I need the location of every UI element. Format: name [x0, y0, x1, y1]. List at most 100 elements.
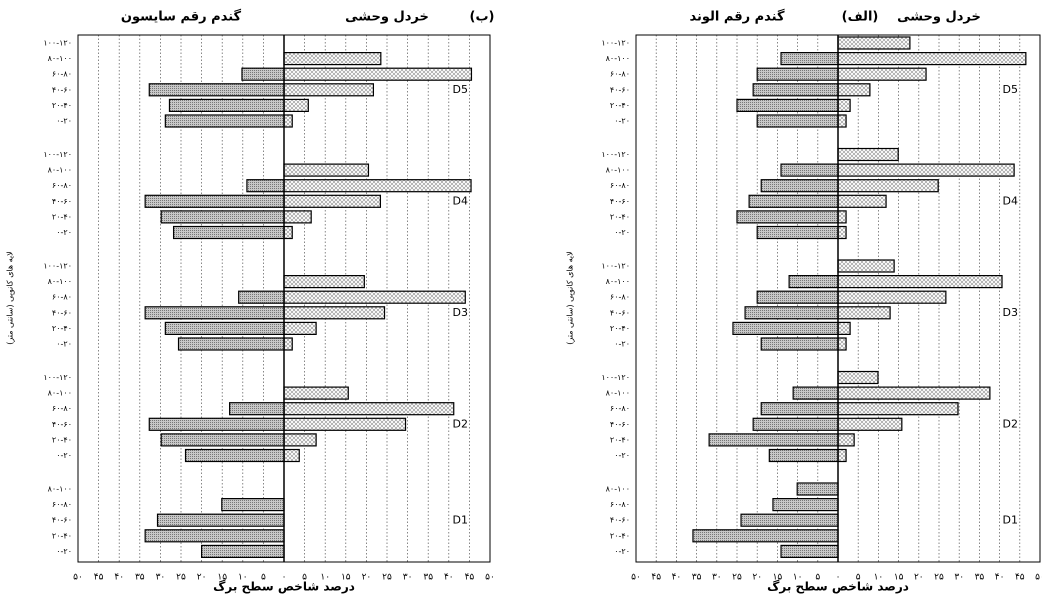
y-tick-label: ۲۰-۴۰: [52, 212, 72, 221]
bar: [283, 179, 472, 193]
bar: [772, 498, 839, 512]
y-tick-label: ۱۰۰-۱۲۰: [601, 39, 630, 48]
bar: [788, 275, 839, 289]
bar: [168, 98, 285, 113]
bar: [837, 402, 959, 416]
y-tick-label: ۰-۲۰: [614, 117, 630, 126]
bar: [283, 306, 386, 320]
legend-label: گندم رقم سایسون: [121, 9, 242, 25]
y-tick-label: ۸۰-۱۰۰: [606, 389, 630, 398]
y-tick-label: ۴۰-۶۰: [610, 308, 630, 317]
x-tick-label: ۱۰: [238, 573, 248, 583]
y-tick-label: ۱۰۰-۱۲۰: [43, 150, 72, 159]
bar: [144, 306, 285, 320]
bar: [837, 321, 851, 335]
group-label: D3: [453, 306, 468, 319]
y-tick-label: ۶۰-۸۰: [610, 404, 630, 413]
y-tick-label: ۴۰-۶۰: [52, 516, 72, 525]
y-tick-label: ۱۰۰-۱۲۰: [43, 262, 72, 271]
bar: [283, 51, 382, 66]
bar: [732, 321, 839, 335]
x-tick-label: ۵۰: [73, 573, 83, 583]
bar: [837, 194, 887, 208]
group-label: D3: [1003, 306, 1018, 319]
bar: [792, 386, 839, 400]
bar: [837, 98, 851, 113]
bar: [837, 114, 847, 128]
x-tick-label: ۳۵: [975, 573, 985, 583]
y-tick-label: ۸۰-۱۰۰: [48, 485, 72, 494]
x-tick-label: ۱۰: [793, 573, 803, 583]
bar: [837, 290, 947, 304]
y-tick-label: ۱۰۰-۱۲۰: [601, 373, 630, 382]
bar: [221, 498, 285, 512]
bar: [283, 290, 466, 304]
y-tick-label: ۱۰۰-۱۲۰: [601, 262, 630, 271]
x-tick-label: ۴۵: [1015, 573, 1025, 583]
x-tick-label: ۲۰: [752, 573, 762, 583]
y-tick-label: ۴۰-۶۰: [610, 420, 630, 429]
bar: [283, 67, 473, 81]
bar: [283, 83, 375, 97]
bar: [246, 179, 285, 193]
y-tick-label: ۰-۲۰: [614, 451, 630, 460]
bar: [238, 290, 285, 304]
y-tick-label: ۴۰-۶۰: [610, 85, 630, 94]
bar: [756, 290, 839, 304]
x-tick-label: ۲۵: [732, 573, 742, 583]
x-tick-label: ۲۰: [362, 573, 372, 583]
x-tick-label: ۳۰: [954, 573, 964, 583]
bar: [164, 114, 285, 128]
y-tick-label: ۱۰۰-۱۲۰: [43, 373, 72, 382]
y-tick-label: ۴۰-۶۰: [52, 420, 72, 429]
y-tick-label: ۰-۲۰: [56, 228, 72, 237]
bar: [756, 225, 839, 240]
x-tick-label: ۴۰: [995, 573, 1005, 583]
bar: [837, 163, 1015, 177]
bar: [752, 83, 839, 97]
bar: [837, 147, 899, 162]
y-tick-label: ۶۰-۸۰: [610, 181, 630, 190]
x-tick-label: ۵۰: [485, 573, 495, 583]
x-tick-label: ۵: [815, 573, 820, 583]
y-tick-label: ۲۰-۴۰: [52, 531, 72, 540]
bar: [760, 179, 839, 193]
x-tick-label: ۲۵: [934, 573, 944, 583]
bar: [283, 402, 455, 416]
legend-label: خردل وحشی: [345, 10, 429, 25]
y-tick-label: ۱۰۰-۱۲۰: [601, 150, 630, 159]
x-tick-label: ۴۰: [114, 573, 124, 583]
x-tick-label: ۵: [261, 573, 266, 583]
bar: [241, 67, 285, 81]
x-tick-label: ۵۰: [1035, 573, 1042, 583]
legend-label: گندم رقم الوند: [689, 9, 784, 25]
y-tick-label: ۰-۲۰: [614, 228, 630, 237]
bar: [744, 306, 839, 320]
bar: [837, 448, 847, 463]
bar: [837, 225, 847, 240]
group-label: D2: [1003, 418, 1018, 431]
y-tick-label: ۲۰-۴۰: [610, 212, 630, 221]
y-tick-label: ۴۰-۶۰: [52, 197, 72, 206]
bar: [156, 513, 285, 527]
x-tick-label: ۴۰: [672, 573, 682, 583]
bar: [837, 83, 871, 97]
bar: [837, 370, 879, 385]
legend-label: خردل وحشی: [897, 10, 981, 25]
bar: [283, 417, 407, 431]
x-tick-label: ۵۰: [631, 573, 641, 583]
bar: [736, 210, 839, 224]
x-tick-label: ۳۵: [423, 573, 433, 583]
bar: [283, 337, 293, 351]
bar: [283, 386, 349, 400]
bar: [837, 386, 991, 400]
bar: [752, 417, 839, 431]
x-tick-label: ۱۵: [773, 573, 783, 583]
bar: [160, 433, 285, 447]
x-tick-label: ۰: [836, 573, 841, 583]
panel-title: (ب): [470, 10, 495, 25]
x-tick-label: ۵: [856, 573, 861, 583]
bar: [760, 337, 839, 351]
bar: [283, 321, 317, 335]
bar: [748, 194, 839, 208]
